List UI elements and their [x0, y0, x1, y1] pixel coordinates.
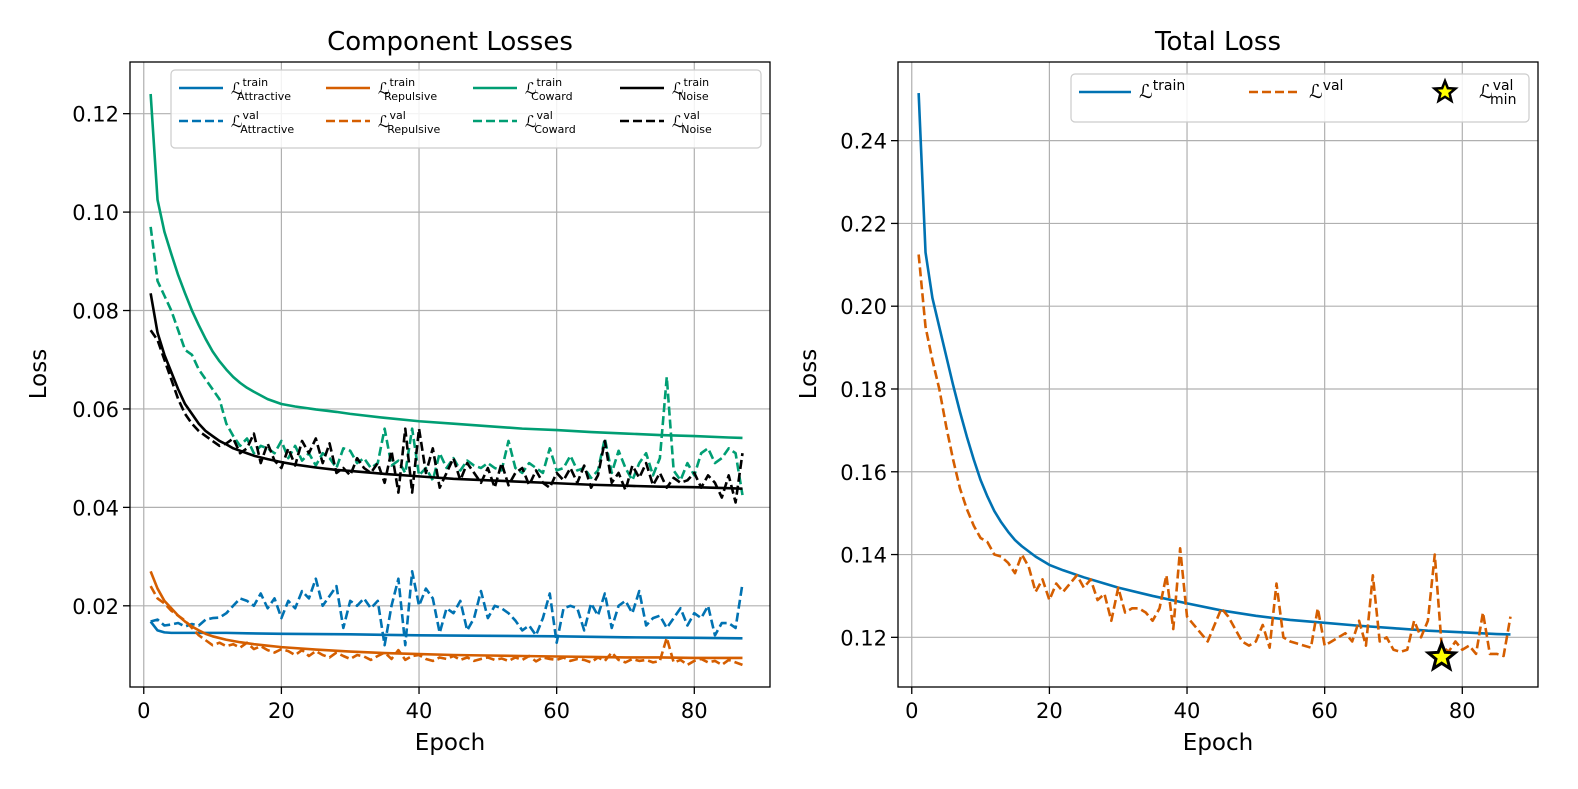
series-line-l-val	[917, 254, 1512, 658]
legend-label: ℒval	[1309, 78, 1343, 103]
y-tick-label: 0.06	[72, 398, 119, 422]
x-tick-label: 0	[137, 699, 150, 723]
ticks: 0 20 40 60 80 0.02 0.04 0.06 0.08 0.10 0.12	[72, 103, 707, 723]
series-line-l-train-repulsive	[149, 570, 743, 660]
y-tick-label: 0.14	[840, 544, 887, 568]
y-tick-label: 0.24	[840, 130, 887, 154]
legend-label: ℒval Noise	[672, 109, 712, 136]
series-line-l-train-attractive	[149, 620, 743, 640]
legend-entry-l-val-min: ℒval min	[1431, 77, 1516, 108]
legend-label: ℒtrain Coward	[525, 76, 573, 103]
legend: ℒtrain ℒval ℒval min	[1070, 73, 1530, 123]
x-tick-label: 20	[268, 699, 295, 723]
min-val-star-marker	[1424, 639, 1459, 672]
series-lines	[917, 92, 1512, 672]
x-tick-label: 20	[1036, 699, 1063, 723]
y-tick-label: 0.12	[840, 626, 887, 650]
chart-title: Total Loss	[1154, 27, 1281, 57]
legend-entry-l-train: ℒtrain	[1079, 78, 1185, 103]
series-line-l-val-attractive	[150, 570, 744, 647]
series-line-l-val-repulsive	[149, 585, 743, 667]
legend-entry-l-train-noise: ℒtrain Noise	[620, 76, 709, 103]
legend-entry-l-val-repulsive: ℒval Repulsive	[326, 109, 440, 136]
legend-entry-l-train-attractive: ℒtrain Attractive	[179, 76, 291, 103]
y-tick-label: 0.08	[72, 300, 119, 324]
series-line-l-val-noise	[149, 329, 744, 504]
legend-box	[1070, 73, 1530, 123]
ticks: 0 20 40 60 80 0.12 0.14 0.16 0.18 0.20 0.22 0.24	[840, 130, 1475, 723]
x-tick-label: 80	[1449, 699, 1476, 723]
y-tick-label: 0.16	[840, 461, 887, 485]
legend-entry-l-train-repulsive: ℒtrain Repulsive	[326, 76, 437, 103]
legend-label: ℒtrain	[1139, 78, 1185, 103]
y-tick-label: 0.20	[840, 295, 887, 319]
legend-box	[170, 69, 762, 149]
legend-label: ℒval Coward	[525, 109, 576, 136]
x-axis-label: Epoch	[415, 730, 485, 756]
legend-label: ℒtrain Repulsive	[378, 76, 437, 103]
x-tick-label: 40	[1174, 699, 1201, 723]
x-tick-label: 0	[905, 699, 918, 723]
series-line-l-train-coward	[149, 93, 743, 440]
chart-title: Component Losses	[327, 27, 573, 57]
y-tick-label: 0.22	[840, 212, 887, 236]
legend-entry-l-train-coward: ℒtrain Coward	[473, 76, 573, 103]
y-tick-label: 0.04	[72, 496, 119, 520]
component-losses-panel: 0 20 40 60 80 0.02 0.04 0.06 0.08 0.10 0.12 Compon…	[26, 27, 771, 756]
grid	[898, 62, 1538, 687]
legend-label: ℒval min	[1479, 78, 1516, 108]
x-tick-label: 60	[1311, 699, 1338, 723]
y-tick-label: 0.02	[72, 595, 119, 619]
series-line-l-train-noise	[149, 293, 743, 490]
axes-frame	[897, 61, 1539, 688]
legend-entry-l-val-attractive: ℒval Attractive	[179, 109, 294, 136]
legend-label: ℒtrain Noise	[672, 76, 709, 103]
x-tick-label: 40	[406, 699, 433, 723]
legend-star-icon	[1431, 77, 1459, 104]
legend-entry-l-val: ℒval	[1249, 78, 1343, 103]
y-tick-label: 0.10	[72, 201, 119, 225]
x-tick-label: 60	[543, 699, 570, 723]
legend-entry-l-val-coward: ℒval Coward	[473, 109, 576, 136]
y-tick-label: 0.12	[72, 103, 119, 127]
series-line-l-train	[917, 92, 1511, 636]
y-tick-label: 0.18	[840, 378, 887, 402]
total-loss-panel: 0 20 40 60 80 0.12 0.14 0.16 0.18 0.20 0.22 0.24 To…	[796, 27, 1539, 756]
series-line-l-val-coward	[149, 226, 744, 496]
axes-frame	[129, 61, 771, 688]
series-lines	[149, 93, 744, 667]
grid	[130, 62, 770, 687]
legend: ℒtrain Attractive ℒval Attractive ℒtrain Repu…	[170, 69, 762, 149]
x-axis-label: Epoch	[1183, 730, 1253, 756]
legend-label: ℒtrain Attractive	[231, 76, 291, 103]
legend-label: ℒval Repulsive	[378, 109, 440, 136]
y-axis-label: Loss	[796, 349, 822, 399]
y-axis-label: Loss	[26, 349, 52, 399]
x-tick-label: 80	[681, 699, 708, 723]
legend-label: ℒval Attractive	[231, 109, 294, 136]
legend-entry-l-val-noise: ℒval Noise	[620, 109, 712, 136]
